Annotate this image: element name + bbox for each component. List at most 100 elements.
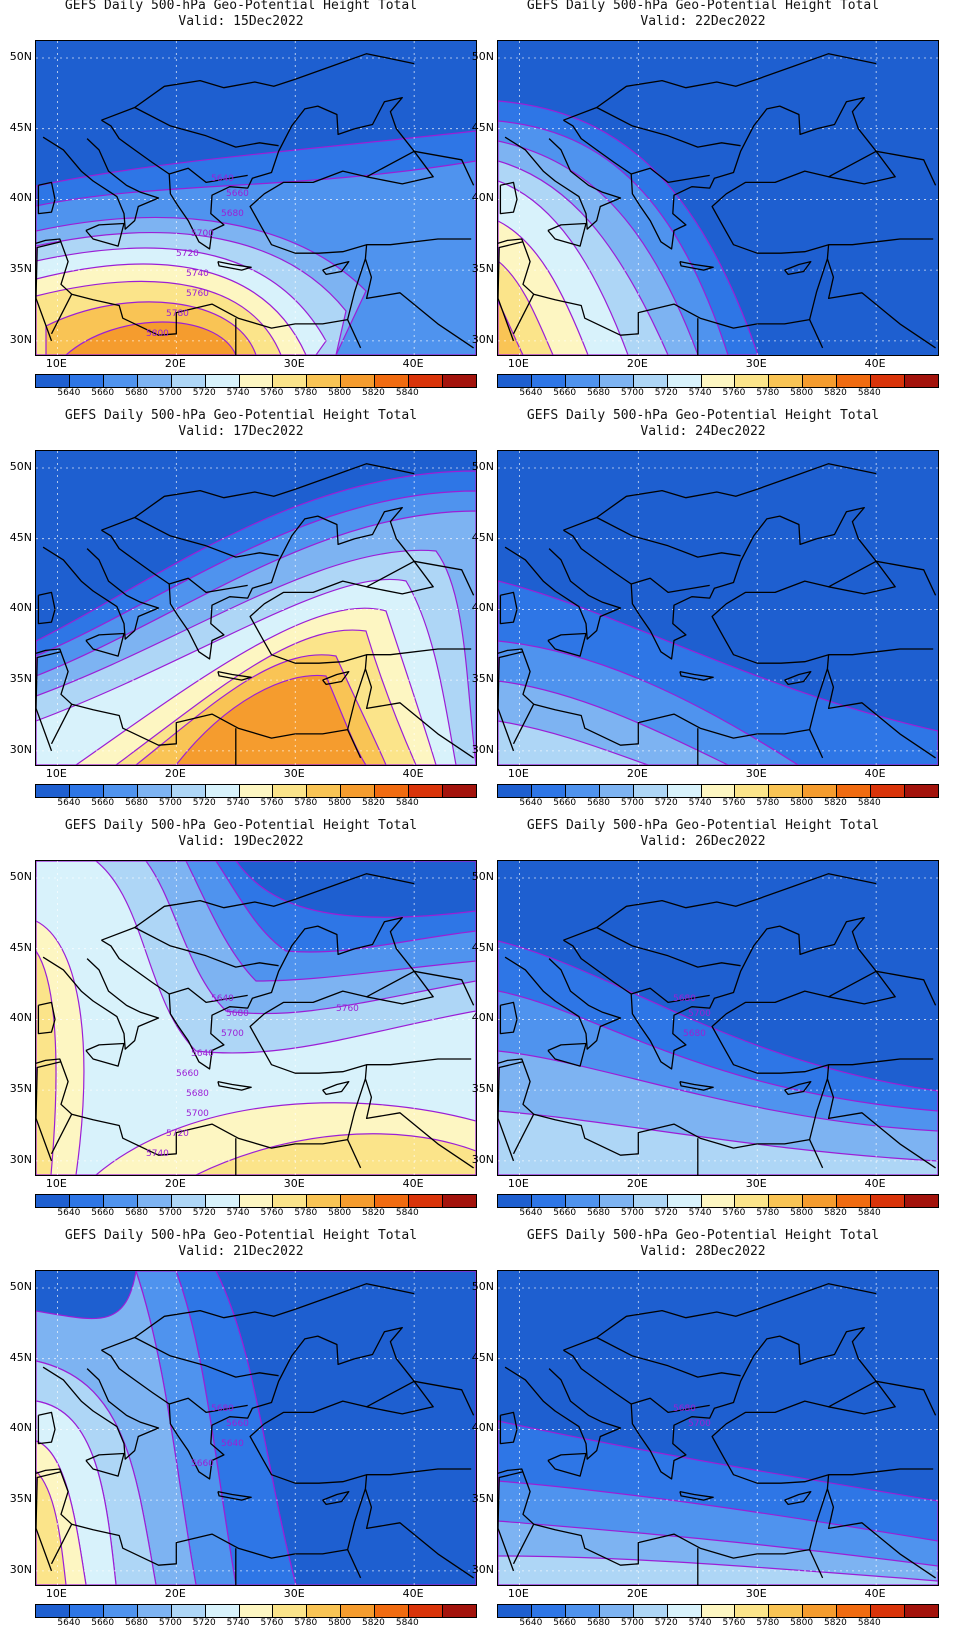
map-panel: GEFS Daily 500-hPa Geo-Potential Height … [0, 0, 482, 404]
lat-tick-label: 35N [471, 672, 494, 686]
colorbar-label: 5660 [553, 1618, 577, 1628]
colorbar-label: 5800 [790, 798, 814, 808]
panel-title: GEFS Daily 500-hPa Geo-Potential Height … [526, 0, 880, 13]
colorbar-label: 5820 [824, 388, 847, 398]
coastline [366, 150, 475, 186]
coastline [50, 1113, 73, 1155]
colorbar-label: 5820 [362, 798, 385, 808]
colorbar-label: 5660 [553, 388, 577, 398]
lat-tick-label: 45N [471, 120, 494, 134]
coastline [347, 319, 362, 349]
coastline [169, 1397, 248, 1414]
lon-tick-label: 10E [507, 1177, 529, 1190]
colorbar-label: 5700 [158, 798, 182, 808]
colorbar-label: 5680 [125, 1208, 148, 1218]
colorbar-segment [341, 375, 376, 387]
colorbar-segment [103, 1195, 138, 1207]
colorbar-label: 5820 [824, 1208, 847, 1218]
lat-tick-label: 45N [9, 940, 32, 954]
colorbar-segment [633, 785, 668, 797]
colorbar-label: 5640 [519, 1208, 543, 1218]
coastline [366, 1058, 472, 1066]
coastline [498, 241, 524, 342]
colorbar-segment [137, 1605, 172, 1617]
coastline [547, 632, 587, 657]
coastline [828, 970, 937, 1006]
colorbar-segment [735, 375, 770, 387]
colorbar-segment [273, 785, 308, 797]
coastline [828, 560, 937, 596]
contour-label: 5700 [688, 1419, 711, 1429]
colorbar-label: 5780 [756, 388, 780, 398]
lon-tick-label: 20E [164, 767, 186, 780]
coastline [347, 1549, 362, 1579]
colorbar-segment [409, 1605, 444, 1617]
colorbar-segment [531, 1195, 566, 1207]
colorbar-segment [409, 1195, 444, 1207]
colorbar-label: 5660 [553, 1208, 577, 1218]
colorbar-segment [443, 1195, 476, 1207]
colorbar-label: 5700 [158, 388, 182, 398]
colorbar-segment [239, 1195, 274, 1207]
colorbar-label: 5800 [328, 1618, 352, 1628]
contour-label: 5660 [176, 1069, 199, 1079]
colorbar-segment [599, 1195, 634, 1207]
panel-title: GEFS Daily 500-hPa Geo-Potential Height … [64, 818, 418, 833]
colorbar-segment [667, 785, 702, 797]
colorbar [497, 1194, 939, 1208]
coastline [134, 926, 279, 968]
colorbar-segment [905, 785, 938, 797]
coastline [347, 1139, 362, 1169]
colorbar-segment [803, 785, 838, 797]
colorbar-segment [171, 375, 206, 387]
colorbar-label: 5720 [192, 798, 216, 808]
colorbar-segment [273, 375, 308, 387]
lat-tick-label: 45N [9, 530, 32, 544]
map-area: 5680 5700 [497, 1270, 939, 1586]
lat-tick-label: 45N [471, 1350, 494, 1364]
colorbar-segment [837, 785, 872, 797]
colorbar-segment [735, 785, 770, 797]
lon-tick-label: 20E [626, 1587, 648, 1600]
colorbar-segment [341, 785, 376, 797]
colorbar-segment [769, 1195, 804, 1207]
coastline [169, 987, 248, 1004]
coastline [547, 1042, 587, 1067]
colorbar [35, 1194, 477, 1208]
colorbar-segment [137, 375, 172, 387]
coastline [563, 53, 877, 121]
coastline [42, 136, 160, 230]
coastline [101, 53, 415, 121]
colorbar-segment [171, 1195, 206, 1207]
colorbar [35, 784, 477, 798]
coastline [631, 987, 710, 1004]
colorbar-label: 5760 [260, 1208, 284, 1218]
colorbar-segment [137, 1195, 172, 1207]
coastline [37, 591, 56, 625]
height-band [498, 1555, 938, 1585]
colorbar-segment [599, 1605, 634, 1617]
contour-label: 5680 [186, 1089, 209, 1099]
lon-tick-label: 40E [864, 1587, 886, 1600]
coastline [42, 1366, 160, 1460]
colorbar-segment [633, 1605, 668, 1617]
lon-tick-label: 20E [626, 357, 648, 370]
colorbar-label: 5780 [294, 388, 318, 398]
lat-tick-label: 45N [9, 1350, 32, 1364]
lon-tick-label: 40E [864, 767, 886, 780]
colorbar-segment [701, 785, 736, 797]
colorbar-label: 5720 [192, 1208, 216, 1218]
colorbar-label: 5740 [688, 1618, 712, 1628]
colorbar-label: 5700 [620, 798, 644, 808]
coastline [631, 1397, 710, 1414]
contour-label: 5780 [166, 309, 189, 319]
coastline [36, 651, 62, 752]
coastline [809, 1139, 824, 1169]
colorbar-segment [103, 1605, 138, 1617]
valid-date: Valid: 15Dec2022 [178, 14, 304, 29]
lat-tick-label: 35N [471, 1082, 494, 1096]
coastline [366, 648, 472, 656]
colorbar-segment [273, 1605, 308, 1617]
colorbar-label: 5800 [790, 388, 814, 398]
lon-tick-label: 30E [745, 1587, 767, 1600]
